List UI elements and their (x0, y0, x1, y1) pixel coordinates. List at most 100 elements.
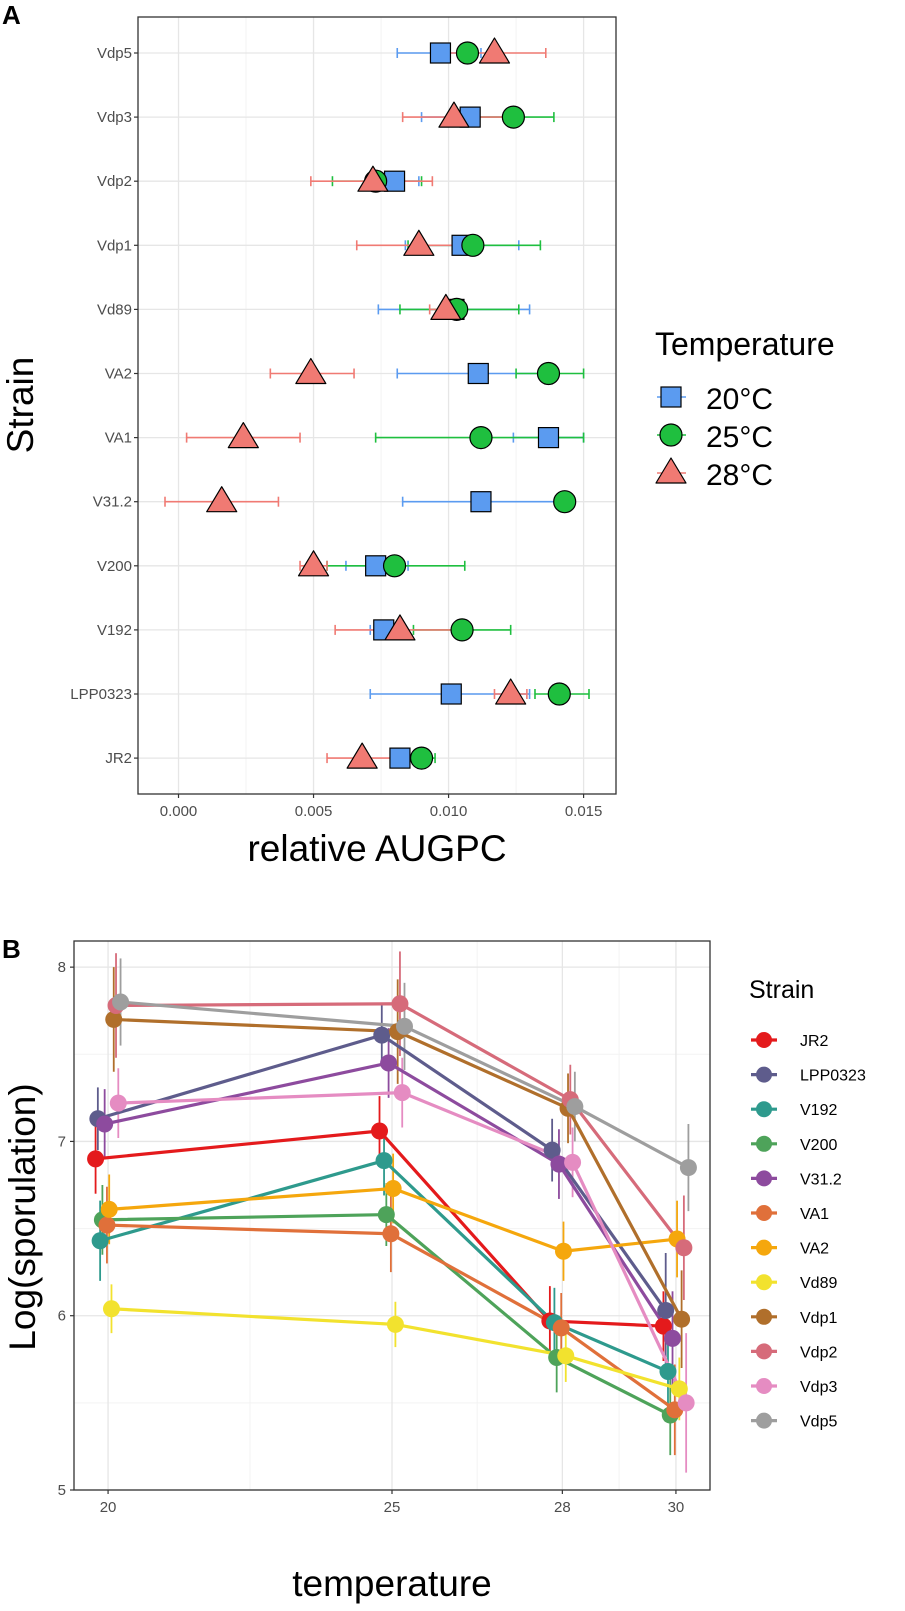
panel-b-border (73, 940, 711, 1491)
point-25-c-vdp1 (461, 233, 485, 257)
point-v31-2-20 (96, 1115, 114, 1133)
point-jr2-25 (371, 1122, 389, 1140)
legend-label-vd89: Vd89 (800, 1275, 837, 1292)
series-line-vdp1 (113, 1017, 684, 1320)
legend-key-v200 (756, 1135, 772, 1152)
point-v31-2-30 (664, 1329, 682, 1347)
panel-a-border (137, 16, 617, 795)
legend-label-va2: VA2 (800, 1241, 829, 1258)
point-vd89-20 (102, 1300, 120, 1318)
point-25-c-v192 (450, 618, 474, 642)
point-vdp5-20 (112, 993, 130, 1011)
y-tick-label-v31-2: V31.2 (93, 494, 132, 511)
legend-label-vdp3: Vdp3 (800, 1379, 837, 1396)
legend-label-25-c: 25°C (706, 421, 773, 454)
legend-key-28-c (655, 457, 687, 484)
panel-a-legend: 20°C 25°C 28°C (655, 383, 773, 492)
y-tick-label: 7 (58, 1133, 66, 1150)
y-tick-label-v192: V192 (97, 622, 132, 639)
point-28-c-vdp3 (438, 101, 470, 128)
point-28-c-jr2 (346, 742, 378, 769)
legend-key-va1 (756, 1205, 772, 1221)
legend-label-vdp1: Vdp1 (800, 1310, 837, 1327)
panel-b-label: B (2, 934, 21, 964)
series-line-vdp5 (120, 1000, 690, 1169)
point-vdp3-28 (564, 1153, 582, 1171)
x-tick-label: 20 (100, 1499, 117, 1516)
point-vdp5-25 (395, 1017, 413, 1035)
point-v31-2-25 (380, 1054, 398, 1072)
legend-key-20-c (660, 386, 682, 408)
series-line-vdp2 (116, 1002, 686, 1249)
legend-label-vdp2: Vdp2 (800, 1344, 837, 1361)
point-28-c-va1 (227, 422, 259, 449)
point-25-c-vdp3 (501, 105, 525, 129)
x-tick-label: 0.010 (430, 803, 468, 820)
panel-b-x-axis-title: temperature (292, 1563, 492, 1604)
y-tick-label: 6 (58, 1308, 66, 1325)
legend-key-v31-2 (756, 1170, 772, 1187)
legend-key-vdp1 (756, 1308, 772, 1325)
point-28-c-vdp2 (357, 165, 389, 192)
point-vdp3-30 (677, 1394, 695, 1412)
panel-b-y-ticks: 5 6 7 8 (58, 959, 74, 1499)
point-vdp5-30 (679, 1159, 697, 1177)
legend-key-25-c (659, 423, 683, 447)
point-28-c-v31-2 (206, 486, 238, 513)
panel-b-x-ticks: 20 25 28 30 (100, 1490, 685, 1516)
series-line-va2 (109, 1186, 678, 1253)
series-line-v200 (102, 1213, 671, 1417)
panel-a-legend-title: Temperature (655, 326, 835, 362)
point-va2-25 (384, 1179, 402, 1197)
series-line-vd89 (111, 1307, 680, 1391)
legend-label-28-c: 28°C (706, 459, 773, 492)
panel-a-marks (164, 37, 590, 770)
point-v200-25 (377, 1206, 395, 1224)
panel-a-x-ticks: 0.000 0.005 0.010 0.015 (160, 794, 603, 820)
point-lpp0323-25 (373, 1026, 391, 1044)
point-28-c-v200 (297, 550, 330, 577)
point-jr2-30 (654, 1317, 672, 1335)
panel-b-legend: JR2 LPP0323 V192 V200 V31.2 VA1 VA2 Vd89 Vdp1 Vdp… (751, 1032, 866, 1431)
point-vd89-28 (557, 1347, 575, 1365)
panel-a: A Vdp5 Vdp3 Vdp2 Vdp1 Vd89 VA2 VA1 V31.2 V200 V19… (0, 0, 835, 869)
legend-key-vdp3 (756, 1378, 772, 1394)
legend-label-va1: VA1 (800, 1206, 829, 1223)
point-vdp2-30 (675, 1239, 693, 1257)
point-20-c-vdp2 (383, 170, 406, 192)
x-tick-label: 0.015 (565, 803, 603, 820)
point-vdp2-25 (391, 995, 409, 1013)
panel-a-plot-area (138, 17, 616, 794)
x-tick-label: 0.000 (160, 803, 198, 820)
series-line-va1 (106, 1223, 676, 1412)
x-tick-label: 28 (554, 1499, 571, 1516)
panel-a-y-axis-title: Strain (0, 357, 41, 454)
point-vd89-25 (386, 1315, 404, 1333)
point-28-c-lpp0323 (495, 678, 527, 705)
point-vdp1-30 (673, 1310, 691, 1328)
point-25-c-lpp0323 (547, 682, 571, 706)
legend-label-lpp0323: LPP0323 (800, 1068, 866, 1085)
panel-a-x-axis-title: relative AUGPC (247, 828, 506, 869)
point-20-c-jr2 (389, 747, 411, 769)
panel-b-legend-title: Strain (749, 976, 814, 1004)
legend-label-v31-2: V31.2 (800, 1171, 842, 1188)
legend-key-vdp2 (756, 1343, 772, 1360)
series-line-vdp3 (118, 1091, 688, 1404)
point-va2-20 (100, 1200, 118, 1218)
point-28-c-vd89 (430, 293, 462, 320)
point-va1-25 (382, 1225, 400, 1243)
point-lpp0323-30 (657, 1301, 675, 1319)
point-v31-2-28 (550, 1155, 568, 1173)
y-tick-label-vdp1: Vdp1 (97, 237, 132, 254)
point-v192-20 (91, 1232, 109, 1250)
point-v192-25 (375, 1152, 393, 1170)
point-28-c-vdp1 (403, 229, 435, 256)
point-va1-20 (98, 1216, 116, 1234)
panel-a-y-ticks: Vdp5 Vdp3 Vdp2 Vdp1 Vd89 VA2 VA1 V31.2 V200 V192 L… (70, 45, 138, 767)
y-tick-label-jr2: JR2 (105, 750, 132, 767)
point-jr2-20 (87, 1150, 105, 1168)
y-tick-label-lpp0323: LPP0323 (70, 686, 132, 703)
x-tick-label: 30 (668, 1499, 685, 1516)
point-25-c-va2 (536, 361, 561, 386)
